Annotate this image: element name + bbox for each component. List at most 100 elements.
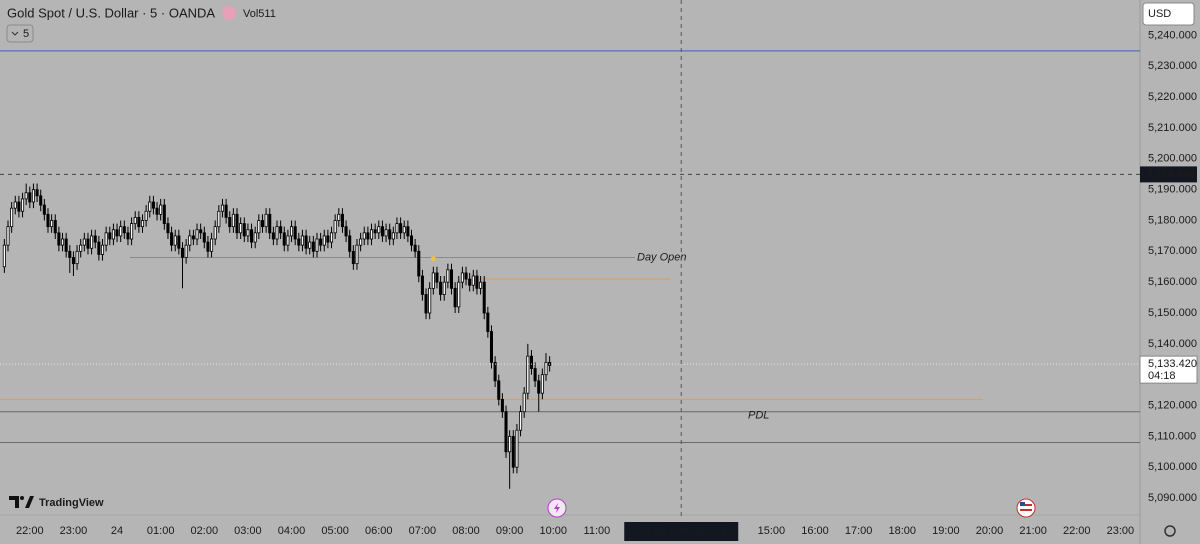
y-tick-label: 5,190.000	[1148, 184, 1197, 196]
candle-body	[446, 269, 450, 283]
candle-body	[53, 220, 57, 234]
candle-body	[191, 235, 195, 240]
candle-body	[206, 241, 210, 252]
y-tick-label: 5,180.000	[1148, 214, 1197, 226]
candle-body	[195, 229, 199, 240]
candle-body	[228, 217, 232, 228]
candle-body	[482, 281, 486, 314]
x-tick-label: 15:00	[758, 525, 786, 537]
candle-body	[500, 398, 504, 413]
settings-icon[interactable]	[1164, 525, 1176, 537]
y-tick-label: 5,170.000	[1148, 245, 1197, 257]
flag-stripe	[1020, 509, 1032, 511]
candle-body	[260, 220, 264, 228]
candle-body	[417, 250, 421, 277]
candle-body	[6, 226, 10, 246]
candle-body	[464, 272, 468, 280]
candle-body	[68, 250, 72, 258]
candle-body	[271, 232, 275, 240]
candle-body	[235, 213, 239, 234]
candle-body	[210, 238, 214, 252]
candle-body	[42, 204, 46, 215]
x-tick-label: 05:00	[321, 525, 349, 537]
crosshair-time-box	[624, 522, 739, 541]
candle-body	[475, 275, 479, 289]
logo-mark	[25, 496, 34, 508]
candle-body	[108, 232, 112, 240]
x-tick-label: 01:00	[147, 525, 175, 537]
candle-body	[508, 435, 512, 453]
candle-body	[13, 201, 17, 209]
interval-button[interactable]	[6, 24, 34, 43]
candle-body	[348, 235, 352, 252]
chevron-icon	[11, 31, 19, 36]
crosshair-price-label: 5,194.948	[1146, 168, 1195, 180]
y-tick-label: 5,090.000	[1148, 492, 1197, 504]
candle-body	[275, 226, 279, 240]
y-tick-label: 5,100.000	[1148, 461, 1197, 473]
candle-body	[529, 355, 533, 369]
volume-label[interactable]: Vol511	[243, 8, 276, 20]
candle-body	[220, 204, 225, 212]
y-tick-label: 5,140.000	[1148, 338, 1197, 350]
candle-body	[304, 235, 308, 249]
y-tick-label: 5,200.000	[1148, 153, 1197, 165]
logo-mark	[20, 496, 24, 500]
candle-body	[155, 207, 159, 215]
candle-body	[311, 241, 315, 252]
brand-logo: TradingView	[9, 496, 104, 509]
candle-body	[268, 213, 272, 234]
candle-body	[290, 226, 294, 237]
candle-body	[391, 232, 395, 240]
candle-body	[409, 235, 414, 246]
x-tick-label: 17:00	[845, 525, 873, 537]
currency-button[interactable]	[1142, 2, 1195, 26]
candle-body	[159, 204, 163, 215]
candle-body	[122, 226, 126, 234]
candle-body	[326, 235, 330, 243]
y-tick-label: 5,120.000	[1148, 399, 1197, 411]
candle-body	[170, 232, 174, 246]
candle-body	[442, 281, 446, 295]
candle-body	[468, 278, 472, 286]
candle-body	[380, 226, 384, 237]
symbol-title[interactable]: Gold Spot / U.S. Dollar · 5 · OANDA	[7, 5, 215, 20]
candle-body	[340, 213, 344, 228]
x-tick-label: 08:00	[452, 525, 480, 537]
candle-body	[115, 229, 119, 237]
candle-body	[282, 232, 286, 246]
logo-mark	[9, 496, 19, 508]
crosshair-time-label: 13:10	[705, 525, 733, 537]
candle-body	[242, 223, 246, 237]
flag-icon[interactable]	[1016, 498, 1036, 518]
candle-body	[151, 201, 155, 209]
candle-body	[515, 429, 519, 468]
candle-body	[104, 232, 108, 246]
candle-body	[173, 235, 177, 246]
y-tick-label: 5,230.000	[1148, 60, 1197, 72]
candle-body	[413, 244, 417, 252]
candle-body	[246, 229, 250, 237]
candle-body	[533, 368, 537, 382]
candle-body	[111, 229, 115, 240]
x-tick-label: 20:00	[976, 525, 1004, 537]
interval-label[interactable]: 5	[23, 28, 29, 40]
candle-body	[493, 361, 497, 382]
candle-body	[50, 220, 54, 228]
candle-body	[497, 380, 501, 400]
candle-body	[31, 189, 35, 203]
x-tick-label: 10:00	[540, 525, 568, 537]
candle-body	[137, 217, 141, 228]
candle-body	[82, 238, 86, 246]
volume-icon[interactable]	[222, 6, 236, 20]
candle-body	[79, 244, 83, 252]
candle-body	[57, 232, 61, 246]
candle-body	[10, 207, 14, 228]
currency-label[interactable]: USD	[1148, 8, 1171, 20]
candle-body	[253, 232, 257, 243]
x-tick-label: 07:00	[409, 525, 437, 537]
last-price-box	[1139, 355, 1198, 384]
x-tick-label: 04:00	[278, 525, 306, 537]
candle-body	[130, 223, 134, 240]
